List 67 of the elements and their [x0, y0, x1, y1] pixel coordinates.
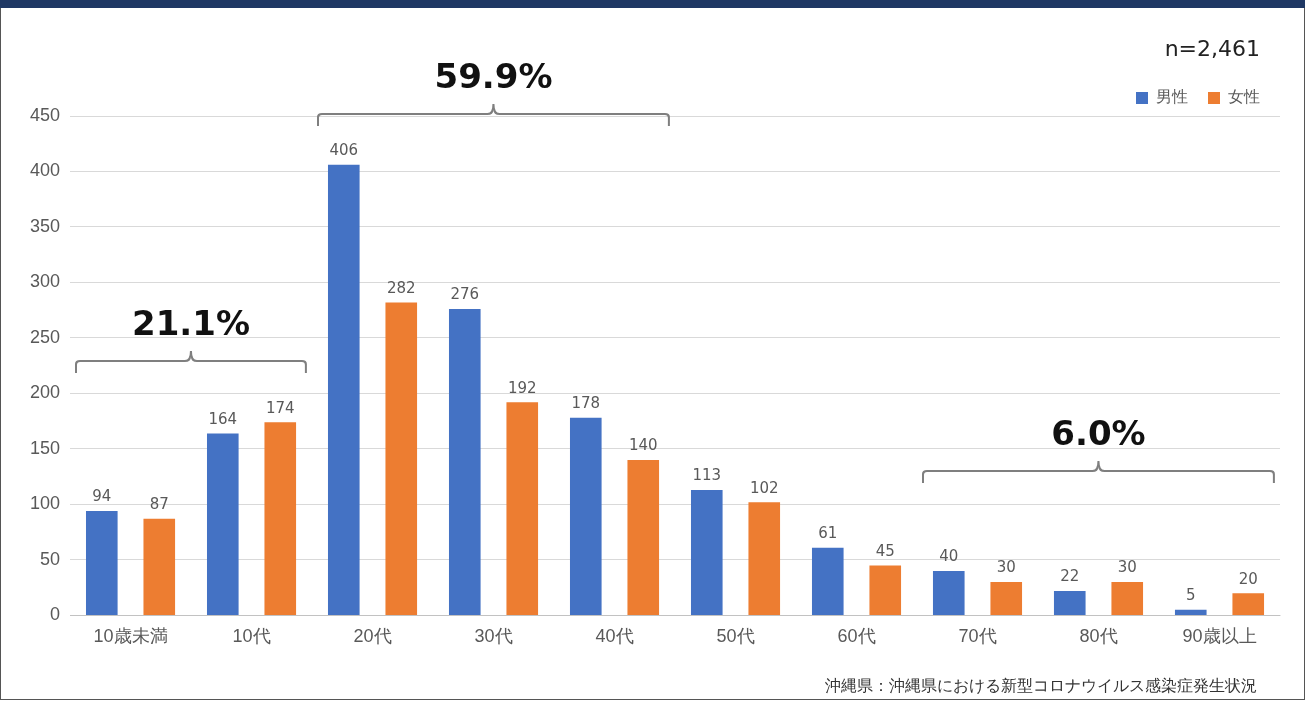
data-label: 113	[692, 466, 722, 485]
x-tick-label: 30代	[474, 626, 513, 647]
data-label: 102	[749, 478, 779, 497]
data-label: 140	[628, 436, 658, 455]
text: n=2,461	[1164, 36, 1260, 61]
text: 59.9%	[434, 56, 553, 96]
data-label: 20	[1238, 569, 1258, 588]
annotation: 21.1%	[132, 303, 250, 343]
bar	[627, 460, 660, 615]
bar	[327, 164, 360, 615]
data-label: 30	[996, 558, 1016, 577]
bar	[569, 417, 602, 615]
bar	[143, 518, 176, 615]
y-tick-label: 450	[29, 104, 61, 125]
bar	[869, 565, 902, 615]
y-tick-label: 0	[50, 604, 61, 625]
bar	[1174, 609, 1207, 615]
x-tick-label: 80代	[1079, 626, 1118, 647]
bar	[206, 433, 239, 615]
bar	[1111, 582, 1144, 615]
data-label: 5	[1185, 586, 1196, 605]
data-label: 178	[571, 394, 601, 413]
data-label: 192	[507, 378, 537, 397]
data-label: 276	[450, 285, 480, 304]
bar	[264, 422, 297, 615]
bar	[1053, 590, 1086, 615]
legend-label: 女性	[1228, 88, 1260, 106]
data-label: 40	[939, 547, 959, 566]
bar	[448, 309, 481, 615]
data-label: 174	[265, 398, 295, 417]
data-label: 30	[1117, 558, 1137, 577]
x-tick-label: 60代	[837, 626, 876, 647]
bar	[690, 490, 723, 615]
data-label: 61	[818, 524, 838, 543]
data-label: 282	[386, 278, 416, 297]
data-label: 22	[1060, 567, 1080, 586]
y-tick-label: 100	[29, 493, 61, 514]
y-tick-label: 350	[29, 215, 61, 236]
bar	[748, 502, 781, 615]
bar	[85, 511, 118, 615]
bar	[811, 547, 844, 615]
y-tick-label: 200	[29, 382, 61, 403]
data-label: 87	[149, 495, 169, 514]
bar	[932, 571, 965, 615]
y-tick-label: 250	[29, 326, 61, 347]
x-tick-label: 20代	[353, 626, 392, 647]
data-label: 164	[208, 409, 238, 428]
text: 沖縄県：沖縄県における新型コロナウイルス感染症発生状況	[825, 676, 1257, 697]
bar	[990, 582, 1023, 615]
data-label: 45	[875, 541, 895, 560]
x-tick-label: 10代	[232, 626, 271, 647]
x-tick-label: 50代	[716, 626, 755, 647]
x-tick-label: 90歳以上	[1182, 626, 1257, 647]
data-label: 406	[329, 141, 359, 160]
y-tick-label: 50	[40, 548, 61, 569]
y-tick-label: 400	[29, 160, 61, 181]
data-label: 94	[92, 487, 112, 506]
bar	[385, 302, 418, 615]
legend-label: 男性	[1156, 88, 1188, 106]
bar	[506, 402, 539, 615]
y-tick-label: 300	[29, 271, 61, 292]
x-tick-label: 10歳未満	[93, 626, 168, 647]
annotation: 6.0%	[1051, 413, 1146, 453]
y-tick-label: 150	[29, 437, 61, 458]
x-tick-label: 70代	[958, 626, 997, 647]
bar	[1232, 593, 1265, 615]
x-tick-label: 40代	[595, 626, 634, 647]
